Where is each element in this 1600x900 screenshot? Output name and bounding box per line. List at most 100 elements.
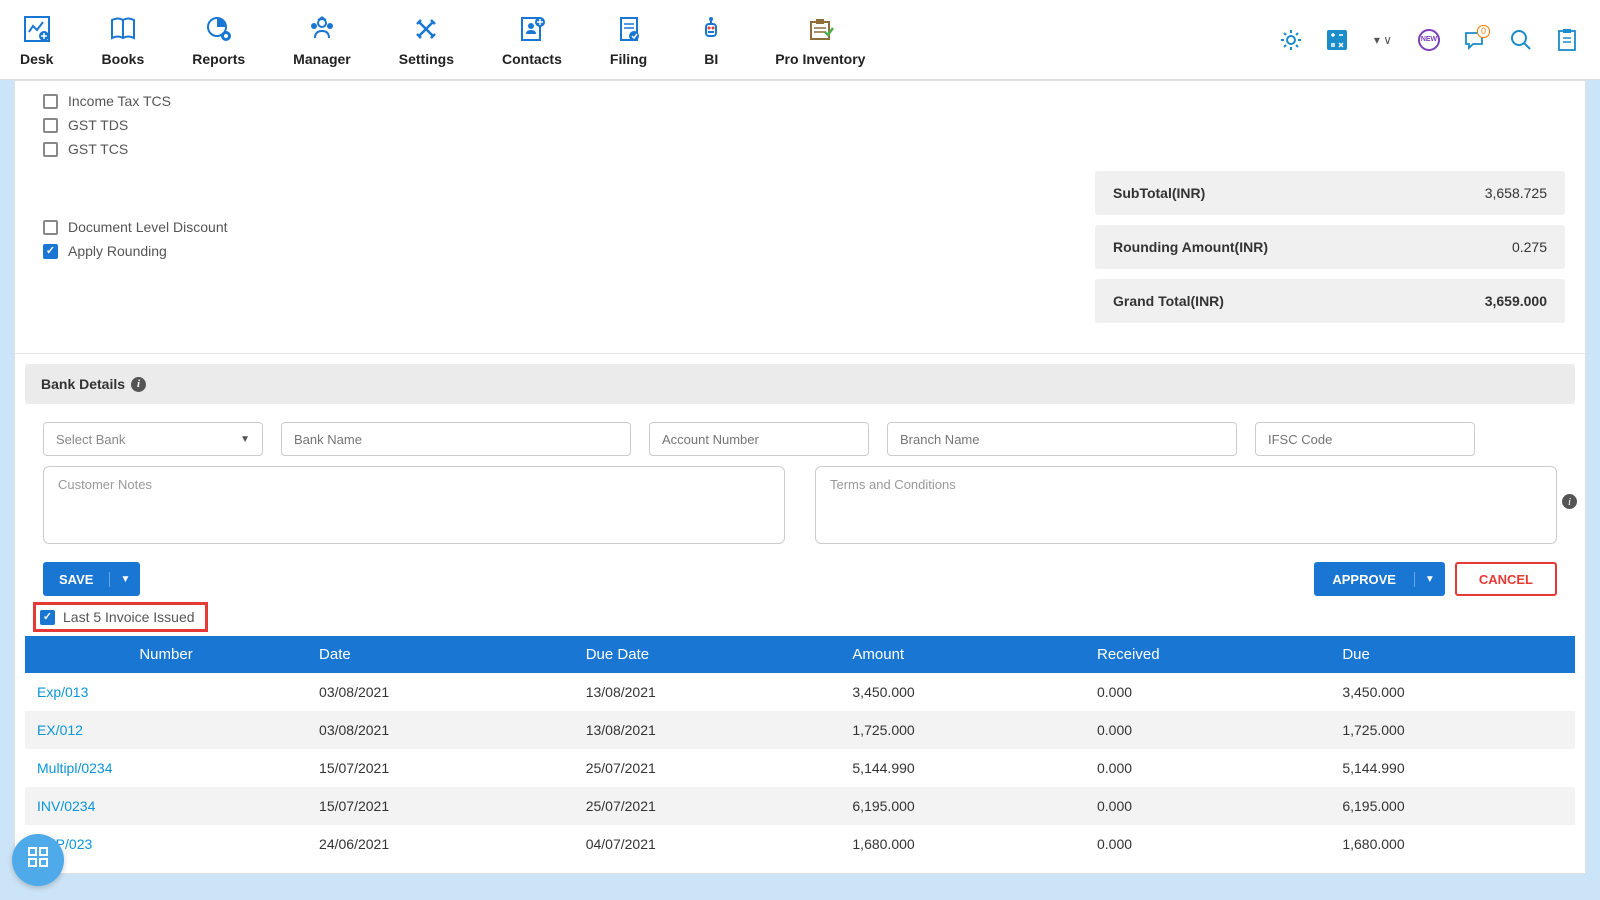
nav-label: Reports xyxy=(192,51,245,67)
cancel-button[interactable]: CANCEL xyxy=(1455,562,1557,596)
bank-name-input[interactable] xyxy=(281,422,631,456)
rounding-label: Rounding Amount(INR) xyxy=(1113,239,1268,255)
table-col-header: Due xyxy=(1330,636,1575,673)
table-row: Multipl/0234 15/07/202125/07/2021 5,144.99… xyxy=(25,749,1575,787)
nav-bi[interactable]: BI xyxy=(695,13,727,67)
table-cell: 3,450.000 xyxy=(840,673,1085,711)
branch-name-input[interactable] xyxy=(887,422,1237,456)
last5-checkbox[interactable] xyxy=(40,610,55,625)
nav-contacts[interactable]: Contacts xyxy=(502,13,562,67)
bank-header-text: Bank Details xyxy=(41,376,125,392)
table-row: EXP/02324/06/202104/07/20211,680.0000.00… xyxy=(25,825,1575,863)
nav-filing[interactable]: Filing xyxy=(610,13,647,67)
table-cell: 1,725.000 xyxy=(1330,711,1575,749)
table-cell: 15/07/2021 xyxy=(307,787,574,825)
invoice-link[interactable]: EX/012 xyxy=(37,722,83,738)
table-cell: 0.000 xyxy=(1085,787,1330,825)
table-cell: 15/07/2021 xyxy=(307,749,574,787)
gear-icon[interactable] xyxy=(1278,27,1304,53)
grand-value: 3,659.000 xyxy=(1485,293,1547,309)
table-cell: 13/08/2021 xyxy=(574,673,841,711)
nav-label: Desk xyxy=(20,51,53,67)
manager-icon xyxy=(306,13,338,45)
new-badge-icon[interactable]: NEW xyxy=(1416,27,1442,53)
table-col-header: Date xyxy=(307,636,574,673)
desk-icon xyxy=(21,13,53,45)
table-cell: 6,195.000 xyxy=(1330,787,1575,825)
table-cell: 1,680.000 xyxy=(840,825,1085,863)
apps-icon xyxy=(26,845,50,875)
settings-icon xyxy=(410,13,442,45)
table-cell: 1,725.000 xyxy=(840,711,1085,749)
approve-dropdown[interactable]: ▼ xyxy=(1415,574,1445,585)
nav-label: BI xyxy=(704,51,718,67)
invoice-table: NumberDateDue DateAmountReceivedDue Exp/… xyxy=(25,636,1575,863)
nav-label: Manager xyxy=(293,51,351,67)
top-nav: Desk Books Reports Manager Settings Cont… xyxy=(0,0,1600,80)
table-cell: 6,195.000 xyxy=(840,787,1085,825)
grand-label: Grand Total(INR) xyxy=(1113,293,1224,309)
reports-icon xyxy=(203,13,235,45)
books-icon xyxy=(107,13,139,45)
account-number-input[interactable] xyxy=(649,422,869,456)
table-cell: EXP/023 xyxy=(25,825,307,863)
search-icon[interactable] xyxy=(1508,27,1534,53)
table-cell: 5,144.990 xyxy=(1330,749,1575,787)
table-cell: 3,450.000 xyxy=(1330,673,1575,711)
approve-label: APPROVE xyxy=(1314,572,1415,587)
nav-label: Pro Inventory xyxy=(775,51,865,67)
select-bank-dropdown[interactable]: Select Bank▼ xyxy=(43,422,263,456)
checkbox-gst-tcs[interactable]: GST TCS xyxy=(43,137,1067,161)
grand-total-row: Grand Total(INR) 3,659.000 xyxy=(1095,279,1565,323)
table-cell: 25/07/2021 xyxy=(574,787,841,825)
table-cell: 03/08/2021 xyxy=(307,711,574,749)
clipboard-icon[interactable] xyxy=(1554,27,1580,53)
info-icon[interactable]: i xyxy=(1562,494,1577,509)
customer-notes-textarea[interactable]: Customer Notes xyxy=(43,466,785,544)
nav-manager[interactable]: Manager xyxy=(293,13,351,67)
nav-desk[interactable]: Desk xyxy=(20,13,53,67)
nav-books[interactable]: Books xyxy=(101,13,144,67)
save-button[interactable]: SAVE▼ xyxy=(43,562,140,596)
table-cell: 25/07/2021 xyxy=(574,749,841,787)
table-cell: INV/0234 xyxy=(25,787,307,825)
apps-fab-button[interactable] xyxy=(12,834,64,886)
checkbox-doc-discount[interactable]: Document Level Discount xyxy=(43,215,1067,239)
main-content: Income Tax TCS GST TDS GST TCS Document … xyxy=(14,80,1586,874)
rounding-row: Rounding Amount(INR) 0.275 xyxy=(1095,225,1565,269)
calculator-icon[interactable] xyxy=(1324,27,1350,53)
invoice-link[interactable]: Exp/013 xyxy=(37,684,88,700)
nav-pro-inventory[interactable]: Pro Inventory xyxy=(775,13,865,67)
info-icon[interactable]: i xyxy=(131,377,146,392)
table-cell: 0.000 xyxy=(1085,749,1330,787)
last5-highlight: Last 5 Invoice Issued xyxy=(33,602,208,632)
invoice-link[interactable]: Multipl/0234 xyxy=(37,760,113,776)
table-cell: 24/06/2021 xyxy=(307,825,574,863)
bi-icon xyxy=(695,13,727,45)
approve-button[interactable]: APPROVE▼ xyxy=(1314,562,1444,596)
invoice-link[interactable]: INV/0234 xyxy=(37,798,95,814)
message-icon[interactable]: 0 xyxy=(1462,27,1488,53)
checkbox-label: Income Tax TCS xyxy=(68,93,171,109)
last5-label: Last 5 Invoice Issued xyxy=(63,609,195,625)
checkbox-label: Document Level Discount xyxy=(68,219,228,235)
dropdown-icon[interactable]: ▾ ∨ xyxy=(1370,27,1396,53)
filing-icon xyxy=(613,13,645,45)
nav-label: Books xyxy=(101,51,144,67)
save-label: SAVE xyxy=(43,572,110,587)
table-col-header: Due Date xyxy=(574,636,841,673)
nav-reports[interactable]: Reports xyxy=(192,13,245,67)
subtotal-row: SubTotal(INR)3,658.725 xyxy=(1095,171,1565,215)
ifsc-code-input[interactable] xyxy=(1255,422,1475,456)
rounding-value: 0.275 xyxy=(1512,239,1547,255)
checkbox-label: Apply Rounding xyxy=(68,243,167,259)
nav-settings[interactable]: Settings xyxy=(399,13,454,67)
checkbox-apply-rounding[interactable]: Apply Rounding xyxy=(43,239,1067,263)
save-dropdown[interactable]: ▼ xyxy=(110,574,140,585)
table-cell: Exp/013 xyxy=(25,673,307,711)
table-col-header: Amount xyxy=(840,636,1085,673)
checkbox-label: GST TDS xyxy=(68,117,128,133)
checkbox-gst-tds[interactable]: GST TDS xyxy=(43,113,1067,137)
terms-conditions-textarea[interactable]: Terms and Conditions xyxy=(815,466,1557,544)
checkbox-income-tax-tcs[interactable]: Income Tax TCS xyxy=(43,89,1067,113)
